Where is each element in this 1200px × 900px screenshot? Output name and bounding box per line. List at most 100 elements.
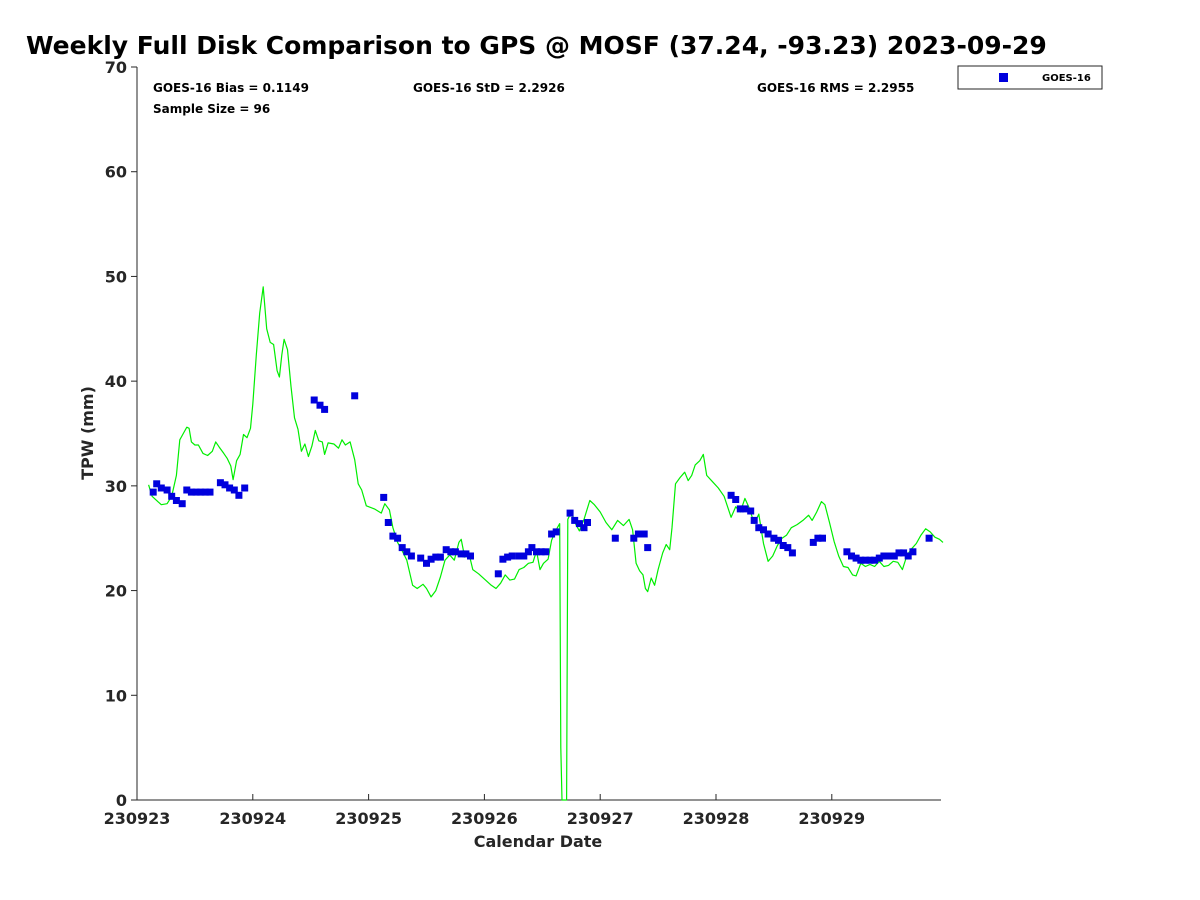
chart-title: Weekly Full Disk Comparison to GPS @ MOS… (26, 31, 1047, 60)
goes16-data-point (504, 553, 512, 561)
goes16-data-point (499, 555, 507, 563)
goes16-data-point (819, 534, 826, 542)
goes16-data-point (634, 530, 642, 538)
goes16-data-point (528, 544, 536, 552)
plot-area (136, 67, 941, 801)
goes16-data-point (310, 396, 318, 404)
rms-stat: GOES-16 RMS = 2.2955 (757, 81, 914, 95)
goes16-data-point (508, 552, 516, 560)
goes16-data-point (779, 542, 787, 549)
legend-label-goes16: GOES-16 (1042, 73, 1091, 84)
x-tick-label: 230928 (683, 809, 750, 828)
goes16-data-point (925, 534, 933, 542)
goes16-data-point (741, 505, 749, 513)
goes16-data-point (571, 516, 579, 524)
goes16-data-point (216, 479, 224, 487)
goes16-data-point (644, 544, 652, 552)
goes16-data-point (524, 548, 532, 556)
y-axis-label: TPW (mm) (78, 386, 97, 480)
goes16-data-point (575, 520, 583, 528)
legend-box (957, 65, 1103, 90)
goes16-data-point (852, 554, 860, 562)
goes16-data-point (537, 548, 545, 556)
goes16-data-point (848, 552, 855, 560)
goes16-data-point (407, 552, 415, 560)
goes16-data-point (403, 548, 411, 556)
x-axis-ticks: 230923 230924 230925 230926 230927 230928 2309… (104, 794, 865, 828)
goes16-data-point (192, 488, 200, 496)
goes16-data-point (201, 488, 209, 496)
y-tick-label: 10 (105, 686, 127, 705)
y-tick-label: 70 (105, 58, 127, 77)
goes16-data-point (732, 496, 740, 503)
goes16-data-point (900, 549, 908, 557)
goes16-data-point (890, 552, 898, 560)
goes16-data-point (886, 552, 894, 560)
sample-size-stat: Sample Size = 96 (153, 102, 270, 116)
goes16-data-point (172, 497, 180, 504)
goes16-data-point (447, 548, 455, 556)
y-tick-label: 50 (105, 267, 127, 286)
goes16-data-point (235, 491, 243, 499)
goes16-data-point (206, 488, 214, 496)
goes16-data-point (394, 534, 402, 542)
y-tick-label: 30 (105, 477, 127, 496)
goes16-data-point (640, 530, 648, 538)
y-tick-label: 40 (105, 372, 127, 391)
goes16-data-point (168, 492, 176, 500)
goes16-data-point (494, 570, 502, 578)
goes16-data-point (775, 536, 782, 544)
goes16-data-point (451, 548, 459, 556)
x-axis-label: Calendar Date (474, 832, 603, 851)
goes16-data-point (230, 486, 238, 494)
x-tick-label: 230923 (104, 809, 171, 828)
x-tick-label: 230925 (335, 809, 402, 828)
goes16-data-point (584, 519, 591, 526)
goes16-data-point (515, 552, 523, 560)
goes16-data-point (533, 548, 540, 556)
goes16-data-point (417, 554, 425, 562)
goes16-data-point (895, 549, 903, 557)
goes16-data-point (736, 505, 744, 513)
goes16-data-point (809, 538, 817, 546)
y-tick-label: 20 (105, 582, 127, 601)
x-tick-label: 230926 (451, 809, 518, 828)
goes16-data-point (764, 530, 772, 538)
goes16-data-point (457, 550, 465, 558)
goes16-data-point (866, 556, 874, 564)
goes16-data-point (351, 392, 359, 400)
goes16-data-point (760, 526, 767, 534)
goes16-data-point (221, 481, 229, 489)
goes16-data-point (542, 548, 550, 556)
goes16-data-point (861, 556, 869, 564)
goes16-data-point (467, 552, 474, 560)
goes16-data-point (552, 528, 560, 536)
goes16-data-point (432, 553, 440, 561)
goes16-data-point (427, 555, 435, 563)
gps-series-line (148, 286, 944, 801)
goes16-data-point (750, 516, 758, 524)
goes16-data-point (163, 486, 171, 494)
goes16-data-point (436, 553, 444, 561)
goes16-data-point (814, 534, 822, 542)
goes16-data-point (321, 405, 329, 413)
goes16-data-point (747, 507, 755, 515)
goes16-data-point (442, 546, 450, 554)
goes16-data-point (857, 556, 865, 564)
x-tick-label: 230924 (219, 809, 286, 828)
bias-stat: GOES-16 Bias = 0.1149 (153, 81, 309, 95)
goes16-data-point (871, 556, 879, 564)
goes16-data-point (788, 549, 796, 557)
y-axis-ticks: 0 10 20 30 40 50 60 70 (105, 58, 137, 810)
goes16-data-point (197, 488, 205, 496)
goes16-data-point (611, 534, 619, 542)
goes16-data-point (149, 488, 157, 496)
goes16-data-point (398, 544, 406, 552)
goes16-data-point (580, 524, 588, 532)
goes16-data-point (178, 500, 186, 508)
goes16-data-point (770, 534, 778, 542)
x-tick-label: 230929 (798, 809, 865, 828)
goes16-data-point (241, 484, 249, 492)
goes16-data-point (380, 493, 388, 501)
